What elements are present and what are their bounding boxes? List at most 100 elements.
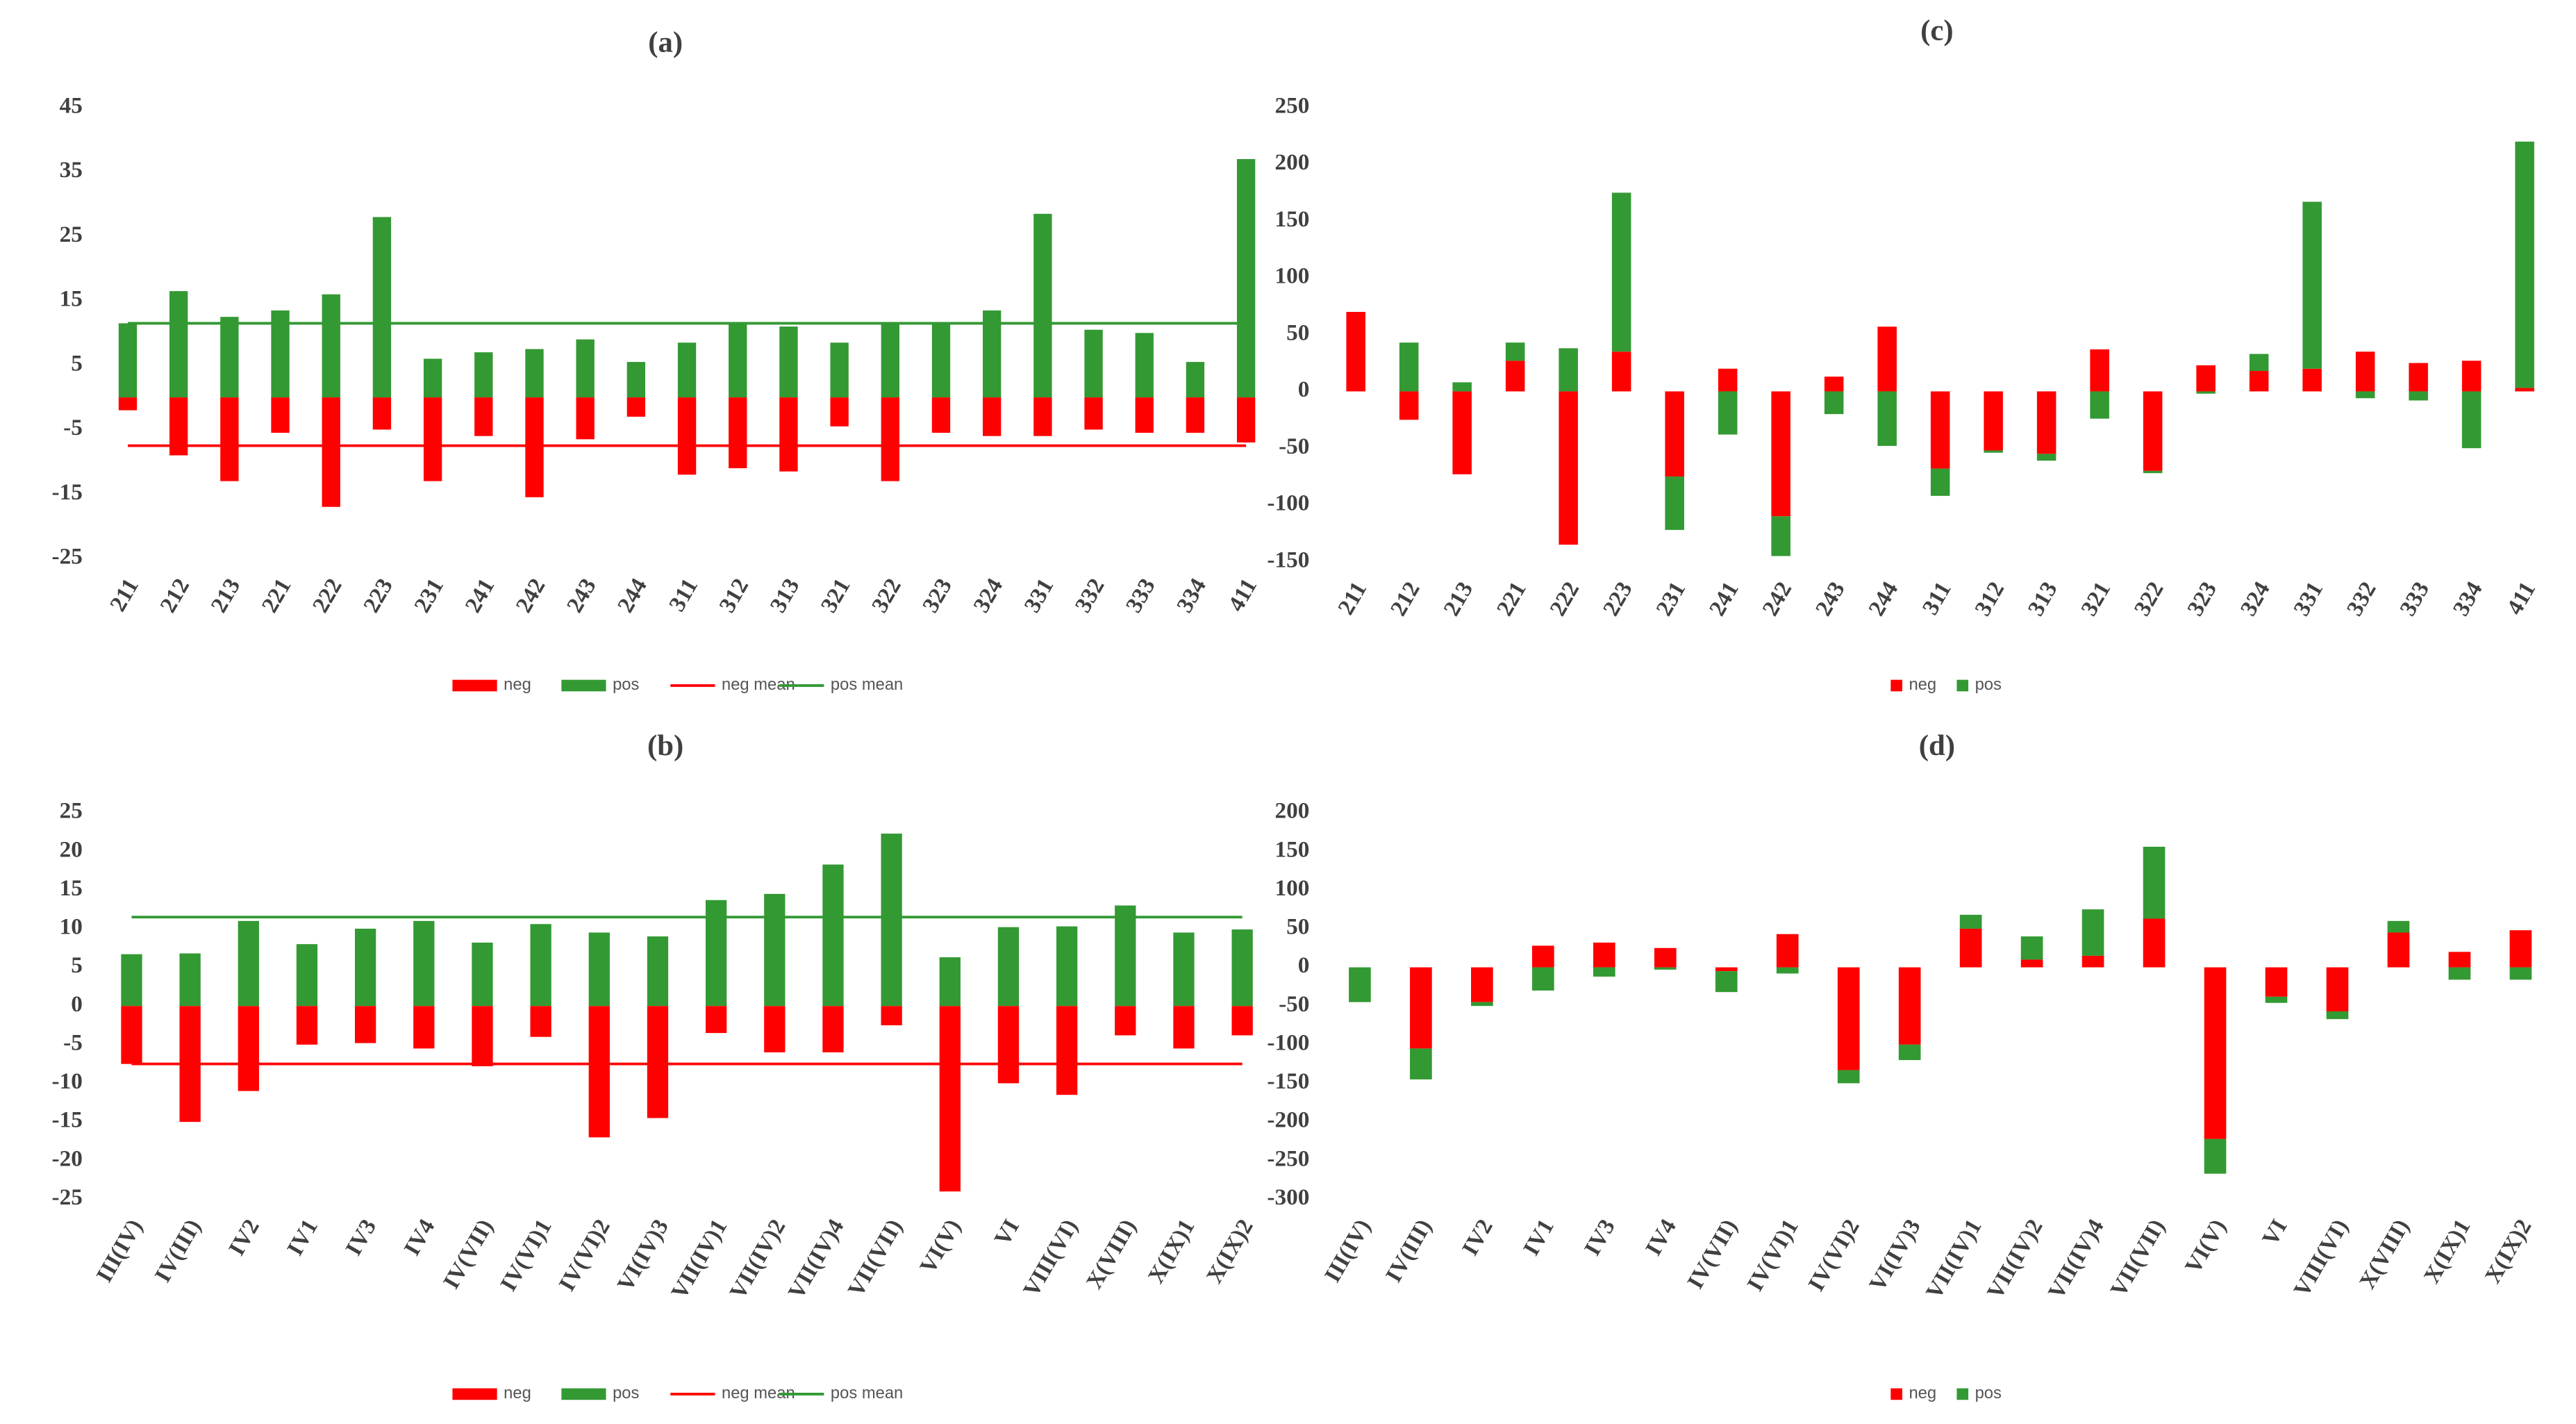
x-tick-label: X(IX)1	[1143, 1215, 1200, 1288]
bar	[296, 944, 318, 1007]
bar	[1593, 942, 1615, 968]
x-tick-label: 242	[1757, 577, 1797, 620]
legend-swatch	[1891, 679, 1902, 692]
bar	[1718, 391, 1738, 435]
x-tick-label: 332	[1070, 574, 1110, 617]
bar	[1959, 928, 1982, 968]
bar	[588, 1006, 610, 1138]
x-tick-label: IV3	[1579, 1215, 1620, 1260]
x-tick-label: 334	[2448, 577, 2488, 620]
bar	[2036, 454, 2056, 461]
x-tick-label: VII(IV)1	[666, 1215, 732, 1303]
bar	[1531, 945, 1554, 968]
legend-label: pos mean	[831, 1384, 903, 1402]
bar	[2515, 388, 2534, 392]
bar	[822, 864, 844, 1007]
x-tick-label: 321	[816, 574, 856, 617]
x-tick-label: IV4	[1640, 1215, 1681, 1260]
bar	[2387, 932, 2410, 968]
bar	[931, 323, 951, 398]
x-tick-label: 333	[1121, 574, 1161, 617]
bar	[2143, 391, 2163, 471]
bar	[1186, 397, 1205, 433]
x-tick-label: 213	[1438, 577, 1478, 620]
legend-swatch	[1956, 679, 1969, 692]
bar	[2204, 1139, 2227, 1174]
bar	[1611, 351, 1631, 392]
y-tick-label: -25	[52, 1184, 83, 1210]
bar	[1531, 967, 1554, 991]
bar	[2515, 141, 2534, 388]
bar	[322, 397, 340, 507]
y-tick-label: -25	[52, 544, 83, 570]
x-tick-label: X(VIII)	[1081, 1215, 1142, 1293]
bar	[1665, 477, 1684, 530]
legend-swatch	[1956, 1388, 1969, 1400]
x-tick-label: 332	[2342, 577, 2382, 620]
bar	[830, 342, 849, 398]
bar	[931, 397, 951, 433]
x-tick-label: 411	[2502, 577, 2541, 619]
y-tick-label: -15	[52, 1107, 83, 1133]
bar	[220, 317, 239, 398]
bar	[179, 953, 201, 1007]
x-tick-label: IV(III)	[1381, 1215, 1437, 1286]
x-tick-label: 223	[358, 574, 398, 617]
bar	[939, 957, 961, 1007]
x-tick-label: 243	[1811, 577, 1850, 620]
bar	[2143, 918, 2166, 968]
bar	[118, 397, 138, 411]
bar	[1186, 362, 1205, 398]
x-tick-label: VII(VII)	[2106, 1215, 2170, 1301]
y-tick-label: -5	[63, 415, 83, 440]
bar	[472, 1006, 493, 1066]
bar	[1231, 929, 1253, 1007]
bar	[647, 936, 669, 1007]
x-tick-label: VI(IV)3	[1864, 1215, 1925, 1295]
y-tick-label: 100	[1275, 875, 1310, 901]
bar	[764, 893, 786, 1007]
bar	[2461, 361, 2482, 392]
bar	[474, 397, 493, 436]
x-tick-label: III(IV)	[1320, 1215, 1376, 1286]
x-tick-label: 211	[105, 574, 144, 615]
bar	[705, 1006, 727, 1034]
bar	[2448, 952, 2471, 968]
bar	[1084, 329, 1103, 398]
bar	[423, 397, 442, 481]
bar	[1505, 342, 1525, 361]
bar	[2387, 920, 2410, 933]
bar	[830, 397, 849, 427]
bar	[220, 397, 239, 481]
bar	[271, 310, 290, 398]
bar	[1877, 326, 1897, 392]
y-tick-label: -50	[1279, 433, 1309, 459]
bar	[2020, 936, 2043, 960]
legend-swatch	[452, 679, 497, 692]
y-tick-label: -200	[1267, 1107, 1309, 1133]
x-tick-label: IV3	[340, 1215, 381, 1260]
x-tick-label: 322	[2129, 577, 2169, 620]
bar	[2409, 391, 2428, 401]
y-tick-label: -5	[63, 1029, 83, 1055]
bar	[2448, 967, 2471, 980]
x-tick-label: 331	[1019, 574, 1058, 617]
x-tick-label: 244	[1863, 577, 1903, 620]
bar	[1776, 934, 1799, 968]
x-tick-label: IV(VII)	[438, 1215, 499, 1293]
bar	[677, 342, 697, 398]
y-tick-label: 25	[60, 798, 83, 824]
x-tick-label: VII(IV)2	[1982, 1215, 2048, 1303]
bar	[2036, 391, 2056, 454]
x-tick-label: 211	[1333, 577, 1372, 619]
bar	[121, 954, 142, 1007]
x-tick-label: 221	[257, 574, 297, 617]
x-tick-label: VII(IV)1	[1921, 1215, 1987, 1303]
chart-title: (b)	[647, 729, 683, 762]
bar	[576, 397, 595, 440]
legend-label: pos	[613, 675, 639, 694]
x-tick-label: X(IX)2	[2479, 1215, 2536, 1288]
y-tick-label: 5	[71, 350, 83, 376]
bar	[1593, 967, 1615, 977]
